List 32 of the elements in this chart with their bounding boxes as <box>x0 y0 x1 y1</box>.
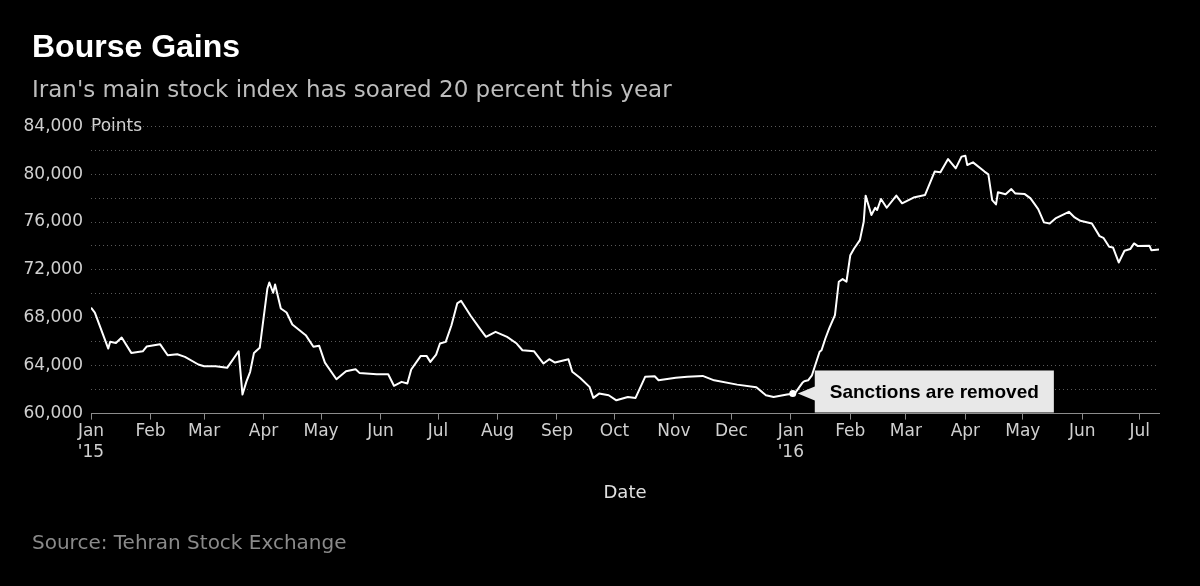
y-tick-label: 72,000 <box>23 258 83 279</box>
x-tick-label: Mar <box>188 420 221 441</box>
x-tick-label: Jan '15 <box>76 420 105 461</box>
chart-subtitle: Iran's main stock index has soared 20 percent this year <box>32 76 672 102</box>
y-tick-label: 60,000 <box>23 402 83 423</box>
y-tick-label: 80,000 <box>23 162 83 183</box>
x-tick-label: Apr <box>950 420 981 441</box>
x-tick-label: Oct <box>599 420 630 441</box>
chart-title: Bourse Gains <box>32 28 241 65</box>
x-tick-label: Jul <box>426 420 449 441</box>
x-axis-title: Date <box>603 480 647 502</box>
y-tick-label: 84,000 <box>23 114 83 135</box>
y-tick-label: 76,000 <box>23 210 83 231</box>
x-tick-label: Nov <box>657 420 691 441</box>
x-tick-label: Apr <box>248 420 279 441</box>
x-tick-label: Aug <box>480 420 515 441</box>
x-tick-label: Jul <box>1128 420 1151 441</box>
y-tick-label: 64,000 <box>23 354 83 375</box>
x-tick-label: Jun <box>1068 420 1096 441</box>
x-tick-label: Jun <box>366 420 394 441</box>
y-tick-label: 68,000 <box>23 306 83 327</box>
y-axis-title: Points <box>91 114 143 135</box>
x-tick-label: Dec <box>714 420 748 441</box>
x-tick-label: Feb <box>835 420 866 441</box>
source-note: Source: Tehran Stock Exchange <box>32 530 347 554</box>
x-tick-label: May <box>303 420 339 441</box>
x-tick-label: Sep <box>540 420 573 441</box>
x-tick-label: Feb <box>135 420 166 441</box>
x-tick-label: Jan '16 <box>776 420 805 461</box>
x-tick-label: May <box>1005 420 1041 441</box>
annotation: Sanctions are removed <box>829 380 1039 402</box>
x-tick-label: Mar <box>889 420 922 441</box>
